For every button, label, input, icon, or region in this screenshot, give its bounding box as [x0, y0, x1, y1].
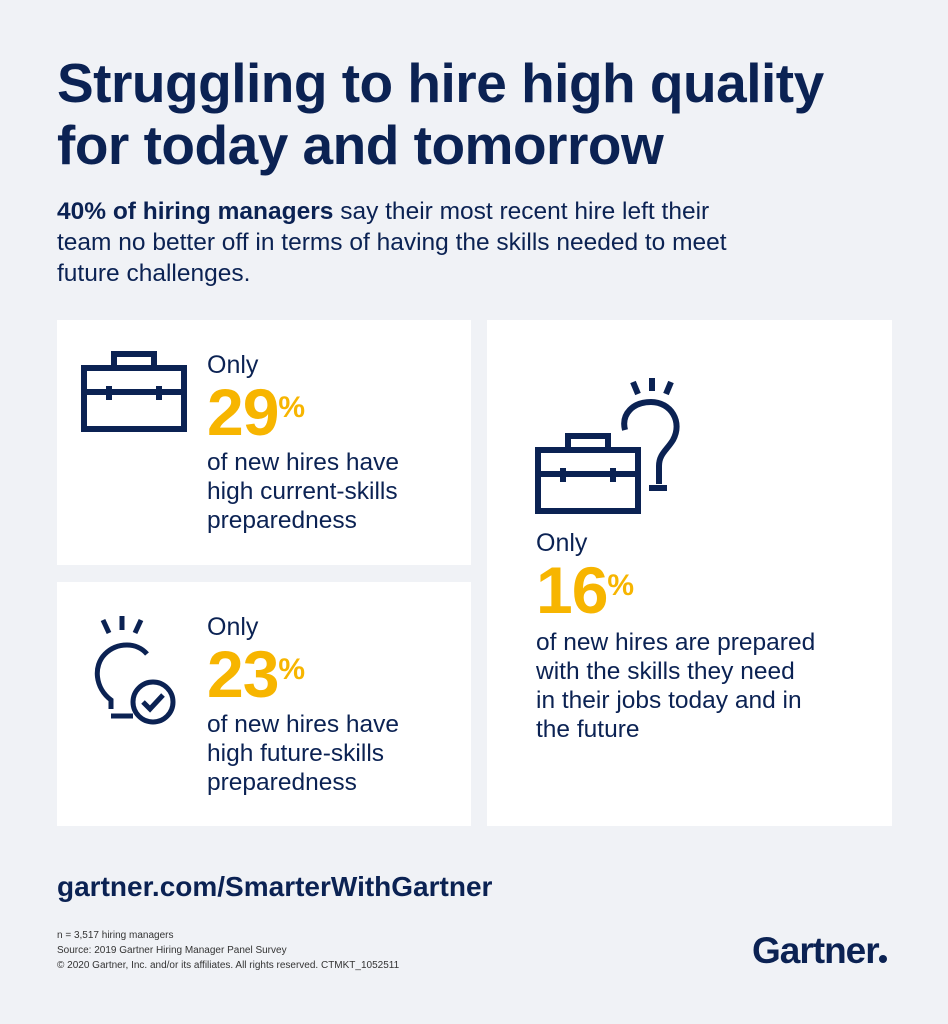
- stat-value: 16%: [536, 557, 815, 623]
- card: Only 23% of new hires have high future-sk…: [57, 582, 471, 826]
- stat-value: 29%: [207, 379, 399, 445]
- number: 29: [207, 375, 279, 449]
- desc-line: high current-skills: [207, 478, 398, 505]
- url: gartner.com/SmarterWithGartner: [57, 871, 493, 902]
- prefix: Only: [207, 613, 259, 641]
- stat-value: 23%: [207, 641, 399, 707]
- prefix: Only: [536, 529, 588, 557]
- desc: of new hires are prepared with the skills…: [536, 628, 815, 744]
- bulb-check-icon: [94, 616, 176, 725]
- logo: Gartner: [752, 930, 887, 972]
- desc: of new hires have high future-skills prepa…: [207, 710, 399, 797]
- title: Struggling to hire high quality for toda…: [57, 52, 824, 176]
- prefix: Only: [207, 351, 259, 379]
- desc-line: preparedness: [207, 769, 357, 796]
- title-line: for today and tomorrow: [57, 114, 664, 176]
- note: © 2020 Gartner, Inc. and/or its affiliat…: [57, 960, 400, 971]
- intro-bold: 40% of hiring managers: [57, 198, 334, 225]
- desc-line: preparedness: [207, 507, 357, 534]
- desc-line: the future: [536, 716, 640, 743]
- desc: of new hires have high current-skills prep…: [207, 448, 399, 535]
- stat: Only 23% of new hires have high future-sk…: [207, 612, 399, 797]
- stat: Only 16% of new hires are prepared with t…: [536, 528, 815, 744]
- stat: Only 29% of new hires have high current-s…: [207, 350, 399, 535]
- logo-dot: [878, 955, 887, 963]
- intro-text: team no better off in terms of having th…: [57, 229, 727, 256]
- logo-text: Gartner: [752, 930, 880, 971]
- desc-line: high future-skills: [207, 740, 385, 767]
- unit: %: [278, 391, 305, 424]
- briefcase-icon: [81, 351, 187, 432]
- unit: %: [607, 569, 634, 602]
- desc-line: of new hires have: [207, 711, 400, 738]
- notes: n = 3,517 hiring managers Source: 2019 G…: [57, 928, 399, 973]
- intro-text: say their most recent hire left their: [333, 198, 710, 225]
- note: n = 3,517 hiring managers: [57, 930, 174, 941]
- intro: 40% of hiring managers say their most re…: [57, 196, 727, 289]
- unit: %: [278, 653, 305, 686]
- number: 16: [536, 553, 608, 627]
- desc-line: of new hires have: [207, 449, 400, 476]
- card: Only 16% of new hires are prepared with t…: [487, 320, 892, 826]
- briefcase-bulb-icon: [535, 378, 680, 514]
- intro-text: future challenges.: [57, 260, 251, 287]
- desc-line: in their jobs today and in: [536, 687, 802, 714]
- desc-line: of new hires are prepared: [536, 629, 816, 656]
- title-line: Struggling to hire high quality: [57, 52, 824, 114]
- desc-line: with the skills they need: [536, 658, 795, 685]
- number: 23: [207, 637, 279, 711]
- card: Only 29% of new hires have high current-s…: [57, 320, 471, 565]
- note: Source: 2019 Gartner Hiring Manager Pane…: [57, 945, 287, 956]
